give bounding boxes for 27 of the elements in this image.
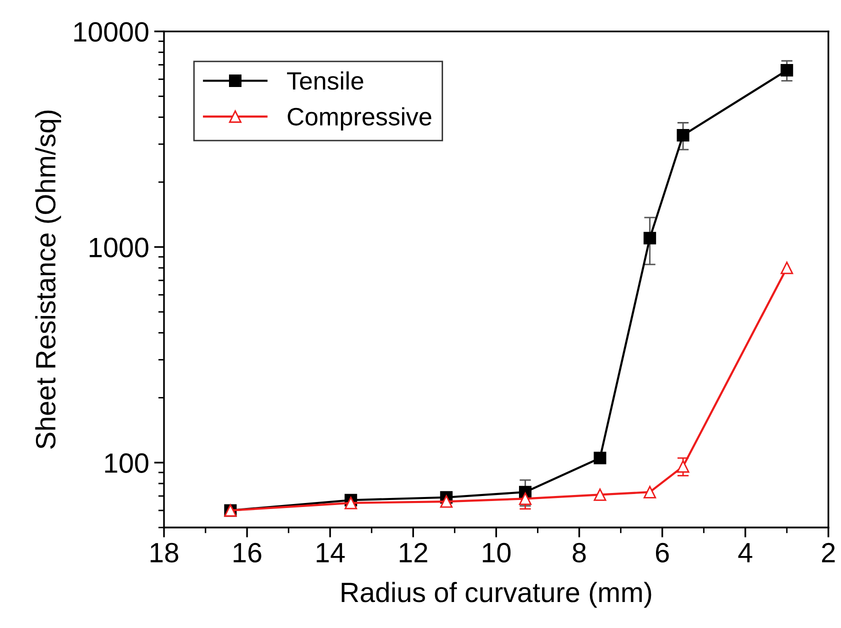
point	[344, 496, 358, 510]
x-tick-label: 6	[656, 542, 669, 563]
x-axis-title: Radius of curvature (mm)	[342, 582, 652, 608]
x-tick-label: 8	[572, 542, 586, 563]
y-tick-label: 100	[105, 453, 148, 473]
point	[440, 495, 453, 508]
x-tick-label: 4	[738, 543, 752, 562]
y-tick-label: 10000	[74, 22, 148, 42]
point	[676, 460, 690, 473]
x-tick-label: 14	[316, 543, 345, 562]
x-tick-label: 2	[822, 542, 835, 562]
legend-label: Tensile	[287, 71, 364, 90]
point	[594, 488, 606, 501]
x-tick-label: 10	[482, 542, 511, 563]
point	[594, 452, 606, 464]
point	[644, 232, 656, 244]
legend-label: Compressive	[288, 107, 432, 131]
point	[519, 492, 532, 505]
x-tick-label: 16	[234, 542, 262, 563]
point	[780, 64, 794, 77]
x-tick-label: 18	[150, 542, 178, 563]
point	[644, 486, 656, 498]
y-axis-title: Sheet Resistance (Ohm/sq)	[35, 110, 62, 449]
point	[676, 128, 690, 142]
point	[780, 262, 794, 274]
y-tick-label: 1000	[90, 238, 148, 258]
x-tick-label: 12	[400, 542, 428, 562]
